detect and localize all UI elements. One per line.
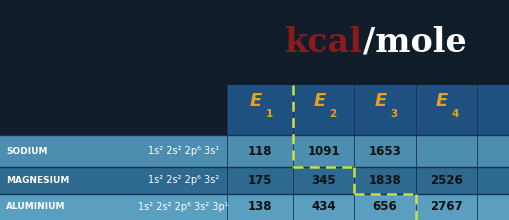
Text: E: E [435, 92, 447, 110]
Text: 2: 2 [329, 109, 336, 119]
Text: 138: 138 [247, 200, 272, 213]
Text: 656: 656 [372, 200, 397, 213]
Bar [0, 194, 509, 220]
Text: 3: 3 [390, 109, 397, 119]
Text: 1s² 2s² 2p⁶ 3s² 3p¹: 1s² 2s² 2p⁶ 3s² 3p¹ [138, 202, 229, 212]
Text: 2767: 2767 [429, 200, 462, 213]
Text: 118: 118 [247, 145, 272, 158]
Bar [0, 135, 509, 167]
Text: ALUMINIUM: ALUMINIUM [6, 202, 66, 211]
Text: 1838: 1838 [368, 174, 401, 187]
Text: E: E [374, 92, 386, 110]
Text: 175: 175 [247, 174, 272, 187]
Bar [0, 167, 509, 194]
Text: 2526: 2526 [429, 174, 462, 187]
Text: E: E [249, 92, 262, 110]
Bar [227, 85, 509, 135]
Text: 434: 434 [311, 200, 335, 213]
Text: 1: 1 [265, 109, 272, 119]
Text: MAGNESIUM: MAGNESIUM [6, 176, 69, 185]
Bar [227, 0, 509, 85]
Text: 1091: 1091 [307, 145, 340, 158]
Text: 4: 4 [451, 109, 458, 119]
Text: 1s² 2s² 2p⁶ 3s²: 1s² 2s² 2p⁶ 3s² [148, 175, 219, 185]
Text: E: E [313, 92, 325, 110]
Text: kcal: kcal [285, 26, 362, 59]
Text: SODIUM: SODIUM [6, 147, 47, 156]
Text: 345: 345 [311, 174, 335, 187]
Text: 1s² 2s² 2p⁶ 3s¹: 1s² 2s² 2p⁶ 3s¹ [148, 146, 219, 156]
Text: /mole: /mole [362, 26, 466, 59]
Text: 1653: 1653 [368, 145, 401, 158]
